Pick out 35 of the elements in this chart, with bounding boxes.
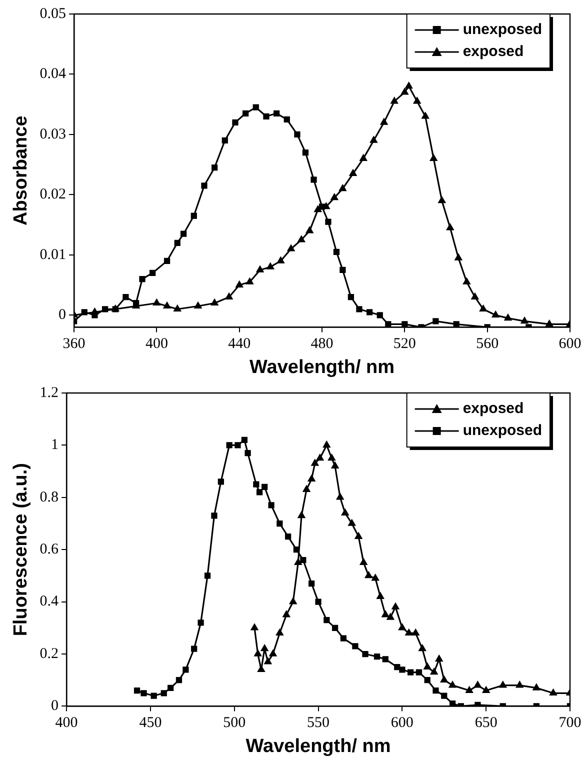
x-tick-label: 400 [55,715,78,732]
x-axis-title: Wavelength/ nm [246,736,391,757]
y-tick-label: 0.2 [40,646,59,662]
x-tick-label: 400 [145,336,168,352]
x-tick-label: 500 [223,715,246,732]
x-tick-label: 600 [558,336,582,352]
y-tick-label: 0.03 [40,126,66,142]
y-tick-label: 0.01 [40,246,66,263]
y-tick-label: 0.6 [40,542,60,558]
y-tick-label: 0.8 [40,489,59,506]
legend-label: exposed [462,400,524,418]
x-tick-label: 450 [139,715,162,732]
x-tick-label: 520 [393,336,416,352]
x-tick-label: 440 [228,336,251,352]
y-tick-label: 0.04 [40,66,67,82]
x-tick-label: 360 [62,336,86,352]
x-tick-label: 650 [474,715,498,732]
y-tick-label: 1.2 [40,384,59,401]
x-tick-label: 550 [307,715,330,732]
legend-label: unexposed [462,422,542,440]
y-tick-label: 0 [51,698,59,714]
x-tick-label: 700 [558,715,582,732]
y-tick-label: 0.05 [40,6,66,22]
legend-label: exposed [462,43,524,60]
y-tick-label: 1 [51,437,59,454]
y-tick-label: 0.02 [40,186,66,203]
y-axis-title: Fluorescence (a.u.) [10,463,32,636]
x-tick-label: 600 [390,715,414,732]
y-axis-title: Absorbance [10,116,32,226]
legend-label: unexposed [462,21,542,38]
x-axis-title: Wavelength/ nm [250,356,395,378]
x-tick-label: 480 [310,336,334,352]
y-tick-label: 0 [58,307,66,324]
x-tick-label: 560 [476,336,499,352]
y-tick-label: 0.4 [40,594,60,610]
